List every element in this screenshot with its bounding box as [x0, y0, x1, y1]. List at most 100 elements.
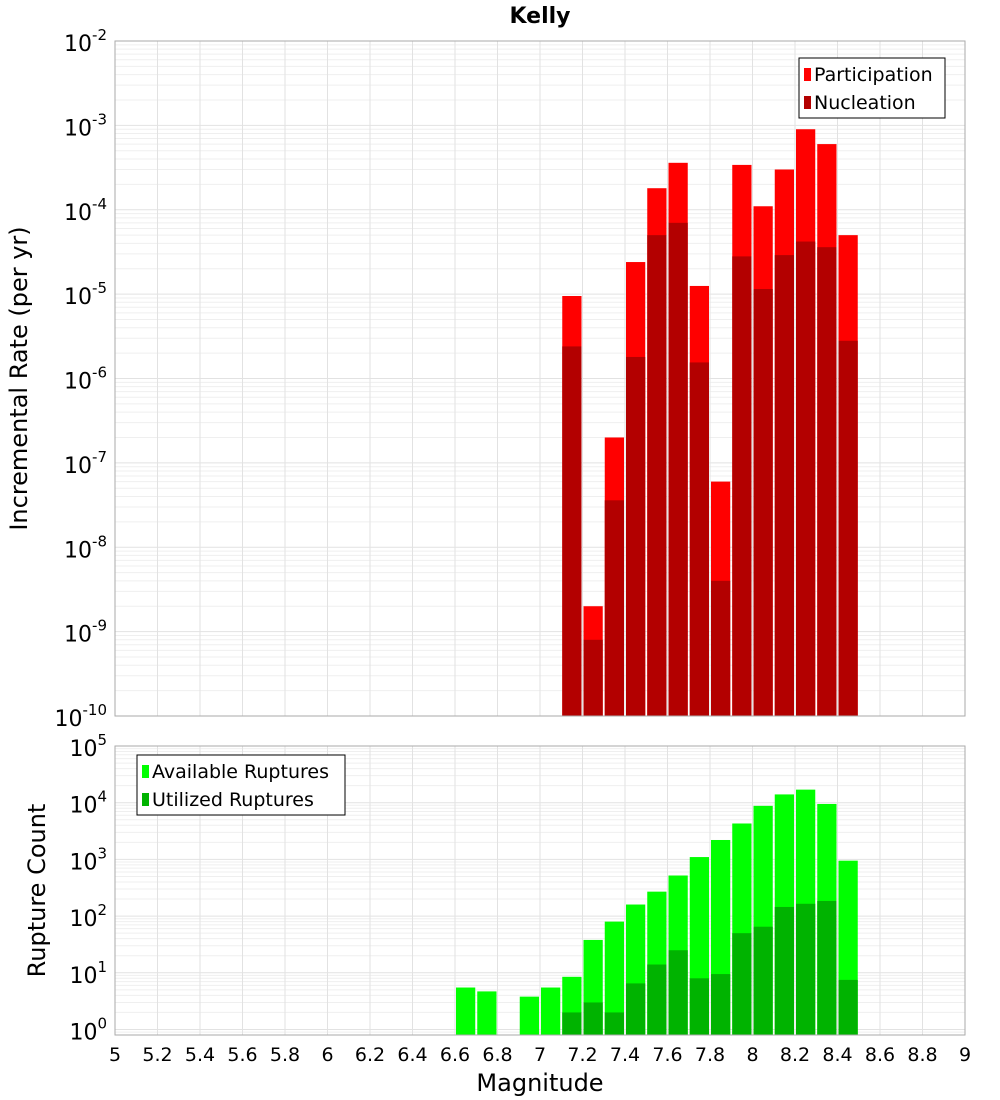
tick-base: 10 — [64, 623, 92, 648]
tick-exponent: -10 — [83, 701, 108, 719]
panel2-y-tick-label: 103 — [69, 844, 107, 875]
tick-base: 10 — [64, 454, 92, 479]
tick-base: 10 — [64, 32, 92, 57]
panel2-bar-utilized-ruptures — [647, 964, 667, 1035]
panel1-bar-nucleation — [562, 346, 582, 716]
panel2-legend-label: Available Ruptures — [152, 761, 329, 783]
panel2-y-tick-label: 105 — [69, 731, 107, 762]
x-axis-title: Magnitude — [476, 1069, 603, 1097]
tick-base: 10 — [64, 370, 92, 395]
panel1-legend-swatch — [804, 96, 811, 109]
panel2-legend-swatch — [142, 793, 149, 806]
tick-exponent: -7 — [92, 448, 107, 466]
panel1-plot: 10-1010-910-810-710-610-510-410-310-2Inc… — [5, 4, 966, 732]
panel2-bar-utilized-ruptures — [732, 933, 752, 1035]
panel1-bar-nucleation — [626, 356, 646, 716]
panel2-y-axis-title: Rupture Count — [23, 804, 51, 978]
x-tick-label: 6 — [321, 1044, 333, 1066]
panel2-bar-utilized-ruptures — [626, 983, 646, 1035]
tick-base: 10 — [64, 116, 92, 141]
panel2-bar-utilized-ruptures — [796, 903, 816, 1035]
panel2-plot-border — [114, 745, 966, 1036]
x-tick-label: 8 — [746, 1044, 758, 1066]
panel2-bar-utilized-ruptures — [711, 974, 731, 1035]
panel1-bar-nucleation — [838, 340, 858, 716]
panel2-bar-available-ruptures — [541, 987, 561, 1035]
panel2-y-tick-label: 100 — [69, 1015, 107, 1046]
panel2-x-ticks: 5 5.2 5.4 5.6 5.8 6 6.2 6.4 6.6 6.8 7 7.2 7.4 7.6 7.8 8… — [109, 1044, 971, 1066]
x-tick-label: 6.4 — [397, 1044, 427, 1066]
tick-exponent: -3 — [92, 110, 107, 128]
panel2-bar-utilized-ruptures — [753, 926, 773, 1035]
tick-exponent: -8 — [92, 532, 107, 550]
panel2-legend: Available Ruptures Utilized Ruptures — [136, 754, 346, 816]
panel1-legend-box — [798, 57, 946, 119]
x-tick-label: 5.4 — [185, 1044, 215, 1066]
panel1-y-tick-label: 10-9 — [64, 617, 107, 648]
panel1-y-axis-title: Incremental Rate (per yr) — [5, 226, 33, 530]
panel2-bar-available-ruptures — [477, 991, 497, 1035]
panel1-bar-nucleation — [689, 362, 709, 716]
x-tick-label: 7.2 — [567, 1044, 597, 1066]
panel1-y-tick-label: 10-7 — [64, 448, 107, 479]
panel1-bar-nucleation — [796, 241, 816, 717]
panel2-bar-utilized-ruptures — [689, 978, 709, 1035]
tick-base: 10 — [69, 850, 97, 875]
panel1-y-tick-label: 10-10 — [55, 701, 108, 732]
panel2-bar-available-ruptures — [456, 987, 476, 1035]
panel2-bar-utilized-ruptures — [838, 979, 858, 1035]
panel1-y-tick-label: 10-4 — [64, 195, 107, 226]
panel2-bar-utilized-ruptures — [668, 950, 688, 1035]
panel1-plot-border — [114, 40, 966, 717]
panel2-bar-available-ruptures — [604, 921, 624, 1035]
tick-exponent: 2 — [97, 901, 107, 919]
x-tick-label: 7 — [534, 1044, 546, 1066]
panel1-y-tick-label: 10-3 — [64, 110, 107, 141]
x-tick-label: 8.8 — [907, 1044, 937, 1066]
tick-base: 10 — [55, 707, 83, 732]
panel2-bar-utilized-ruptures — [562, 1012, 582, 1035]
panel1-legend-label: Participation — [814, 64, 933, 86]
tick-exponent: 3 — [97, 844, 107, 862]
panel2-y-tick-label: 101 — [69, 958, 107, 989]
chart-title: Kelly — [509, 4, 570, 29]
panel1-bar-nucleation — [583, 639, 603, 716]
panel1-bar-nucleation — [647, 235, 667, 716]
tick-base: 10 — [64, 201, 92, 226]
panel1-bars — [562, 129, 858, 717]
x-tick-label: 7.4 — [610, 1044, 640, 1066]
panel2-bars — [456, 789, 858, 1035]
panel1-bar-nucleation — [604, 500, 624, 716]
panel2-legend-label: Utilized Ruptures — [152, 789, 314, 811]
tick-base: 10 — [64, 538, 92, 563]
tick-exponent: -9 — [92, 617, 107, 635]
x-tick-label: 5.2 — [142, 1044, 172, 1066]
panel1-bar-nucleation — [817, 247, 837, 716]
tick-exponent: -5 — [92, 279, 107, 297]
x-tick-label: 5 — [109, 1044, 121, 1066]
panel1-bar-nucleation — [753, 289, 773, 716]
x-tick-label: 8.4 — [822, 1044, 852, 1066]
tick-exponent: -6 — [92, 364, 107, 382]
panel2-bar-available-ruptures — [519, 996, 539, 1035]
panel2-bar-utilized-ruptures — [774, 906, 794, 1035]
tick-base: 10 — [64, 285, 92, 310]
panel1-bar-nucleation — [732, 256, 752, 716]
panel1-bar-nucleation — [711, 580, 731, 716]
x-tick-label: 8.2 — [780, 1044, 810, 1066]
panel1-legend-swatch — [804, 68, 811, 81]
x-tick-label: 6.2 — [355, 1044, 385, 1066]
panel1-bar-nucleation — [668, 222, 688, 716]
tick-exponent: -4 — [92, 195, 107, 213]
x-tick-label: 5.6 — [227, 1044, 257, 1066]
tick-base: 10 — [69, 737, 97, 762]
x-tick-label: 9 — [959, 1044, 971, 1066]
tick-exponent: 4 — [97, 788, 107, 806]
panel2-legend-box — [136, 754, 346, 816]
panel1-bar-nucleation — [774, 255, 794, 716]
